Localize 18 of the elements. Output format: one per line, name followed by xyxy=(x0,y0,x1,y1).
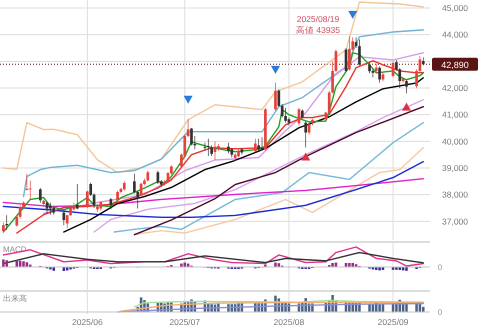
text: 0 xyxy=(438,263,443,272)
y-tick-label: 37,000 xyxy=(442,216,468,226)
y-tick-label: 42,000 xyxy=(442,83,468,93)
chart-title: 出来高 xyxy=(3,294,27,303)
text: 0 xyxy=(438,308,443,317)
annotation: 2025/08/19 xyxy=(296,14,340,24)
ref-line-label: 42,890 xyxy=(441,60,469,70)
y-tick-label: 41,000 xyxy=(442,110,468,120)
annotation: 高値 43935 xyxy=(296,25,340,35)
y-tick-label: 40,000 xyxy=(442,136,468,146)
y-tick-label: 45,000 xyxy=(442,3,468,13)
x-tick-label: 2025/07 xyxy=(169,317,200,327)
y-tick-label: 38,000 xyxy=(442,190,468,200)
y-tick-label: 39,000 xyxy=(442,163,468,173)
x-tick-label: 2025/09 xyxy=(378,317,409,327)
y-tick-label: 44,000 xyxy=(442,30,468,40)
x-tick-label: 2025/06 xyxy=(72,317,103,327)
x-tick-label: 2025/08 xyxy=(274,317,305,327)
